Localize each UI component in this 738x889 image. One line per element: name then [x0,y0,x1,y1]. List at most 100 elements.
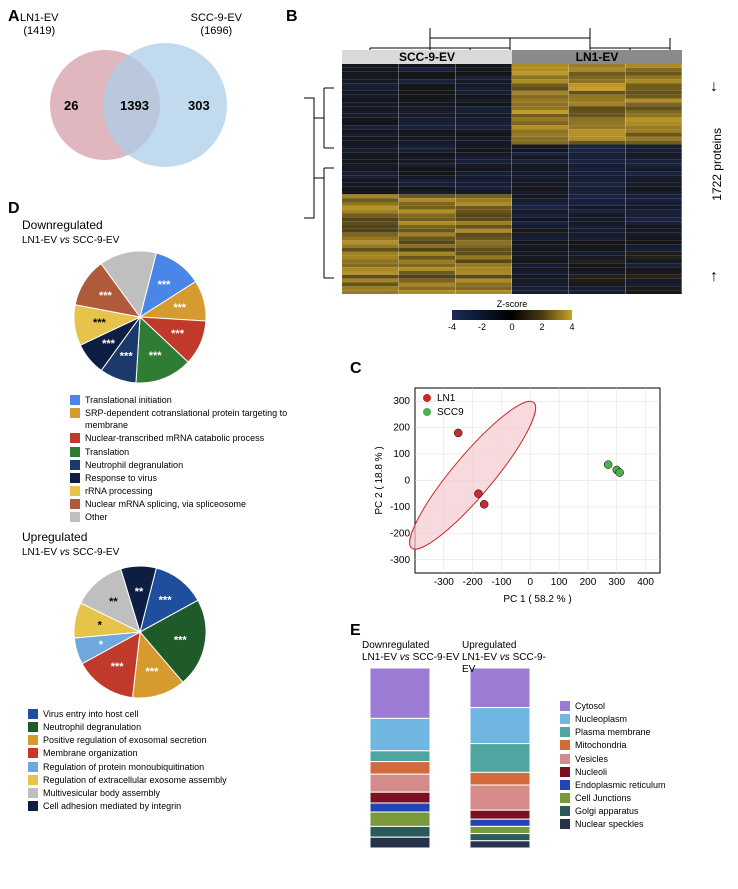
swatch [560,727,570,737]
stack-up-title-1: Upregulated [462,640,516,651]
svg-text:***: *** [158,279,172,291]
pie-up-title: Upregulated LN1-EV vs SCC-9-EV [22,530,119,558]
svg-text:***: *** [120,351,134,363]
swatch [28,748,38,758]
swatch [560,740,570,750]
legend-row: Other [70,511,330,523]
svg-text:***: *** [102,338,116,350]
legend-label: Nuclear mRNA splicing, via spliceosome [85,498,246,510]
legend-row: Golgi apparatus [560,805,666,817]
svg-text:100: 100 [393,449,410,460]
venn-right-only: 303 [188,98,210,113]
svg-text:-200: -200 [463,577,483,588]
swatch [28,801,38,811]
legend-label: Vesicles [575,753,608,765]
legend-row: Cell Junctions [560,792,666,804]
legend-label: Endoplasmic reticulum [575,779,666,791]
legend-row: Regulation of protein monoubiquitination [28,761,328,773]
swatch [560,754,570,764]
legend-row: Membrane organization [28,747,328,759]
svg-text:200: 200 [580,577,597,588]
venn-intersection: 1393 [120,98,149,113]
pie-upregulated: ****************** [50,560,230,710]
swatch [70,473,80,483]
svg-text:***: *** [93,317,107,329]
svg-text:*: * [99,639,104,651]
swatch [70,499,80,509]
heatmap: SCC-9-EVLN1-EVZ-score-4-2024 1722 protei… [300,18,720,358]
swatch [70,486,80,496]
venn-left-title-1: LN1-EV [20,12,59,24]
legend-row: Response to virus [70,472,330,484]
svg-text:-300: -300 [390,555,410,566]
legend-label: Nucleoplasm [575,713,627,725]
swatch [70,408,80,418]
swatch [560,806,570,816]
legend-label: Cytosol [575,700,605,712]
svg-text:-100: -100 [390,502,410,513]
legend-label: Regulation of extracellular exosome asse… [43,774,227,786]
legend-row: Mitochondria [560,739,666,751]
swatch [28,709,38,719]
svg-text:2: 2 [539,322,544,332]
legend-label: Cell adhesion mediated by integrin [43,800,181,812]
svg-text:LN1: LN1 [437,393,456,404]
svg-text:200: 200 [393,423,410,434]
stacked-bars: Downregulated LN1-EV vs SCC-9-EV Upregul… [362,640,552,883]
legend-row: Virus entry into host cell [28,708,328,720]
legend-row: Regulation of extracellular exosome asse… [28,774,328,786]
svg-text:0: 0 [404,476,410,487]
swatch [70,460,80,470]
svg-text:PC 1 ( 58.2 % ): PC 1 ( 58.2 % ) [503,594,571,605]
svg-text:SCC-9-EV: SCC-9-EV [399,50,455,64]
svg-text:0: 0 [509,322,514,332]
svg-text:***: *** [173,302,187,314]
legend-downregulated: Translational initiationSRP-dependent co… [70,394,330,524]
venn-diagram: 26 1393 303 [20,40,260,170]
panel-e-label: E [350,622,361,640]
svg-text:***: *** [111,661,125,673]
pie-down-title-1: Downregulated [22,218,103,232]
venn-right-title-2: (1696) [200,25,232,37]
legend-label: Mitochondria [575,739,627,751]
legend-row: Translational initiation [70,394,330,406]
svg-text:***: *** [146,666,160,678]
panel-b-label: B [286,8,298,26]
legend-row: Vesicles [560,753,666,765]
venn-right-title-1: SCC-9-EV [191,12,242,24]
pie-down-title: Downregulated LN1-EV vs SCC-9-EV [22,218,119,246]
svg-text:-4: -4 [448,322,456,332]
legend-label: Membrane organization [43,747,138,759]
legend-label: Nuclear speckles [575,818,644,830]
legend-label: Translation [85,446,129,458]
svg-text:***: *** [171,328,185,340]
stack-down-title-1: Downregulated [362,640,429,651]
legend-label: Golgi apparatus [575,805,639,817]
swatch [28,722,38,732]
arrow-up-icon: ↑ [710,268,718,286]
swatch [560,780,570,790]
svg-text:-100: -100 [491,577,511,588]
swatch [560,714,570,724]
svg-text:4: 4 [569,322,574,332]
panel-c-label: C [350,360,362,378]
swatch [28,775,38,785]
legend-row: Nucleoli [560,766,666,778]
svg-text:400: 400 [637,577,654,588]
pie-up-title-1: Upregulated [22,530,87,544]
stack-up-title-2: LN1-EV vs SCC-9-EV [462,652,546,675]
proteins-label: 1722 proteins [710,128,724,201]
svg-text:Z-score: Z-score [497,299,528,309]
legend-label: Neutrophil degranulation [43,721,141,733]
legend-label: Translational initiation [85,394,172,406]
swatch [28,788,38,798]
swatch [28,762,38,772]
legend-label: Other [85,511,108,523]
legend-row: Nuclear mRNA splicing, via spliceosome [70,498,330,510]
legend-label: Multivesicular body assembly [43,787,160,799]
legend-label: Positive regulation of exosomal secretio… [43,734,207,746]
svg-text:PC 2 ( 18.8 % ): PC 2 ( 18.8 % ) [374,446,385,514]
svg-text:SCC9: SCC9 [437,407,464,418]
legend-label: Regulation of protein monoubiquitination [43,761,204,773]
venn-right-title: SCC-9-EV (1696) [191,12,242,38]
